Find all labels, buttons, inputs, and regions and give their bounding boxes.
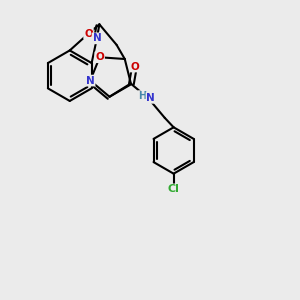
Text: N: N	[146, 93, 155, 103]
Text: O: O	[95, 52, 104, 62]
Text: H: H	[138, 91, 146, 101]
Text: N: N	[92, 33, 101, 43]
Text: Cl: Cl	[168, 184, 180, 194]
Text: N: N	[86, 76, 94, 85]
Text: O: O	[130, 61, 139, 72]
Text: O: O	[84, 28, 93, 38]
